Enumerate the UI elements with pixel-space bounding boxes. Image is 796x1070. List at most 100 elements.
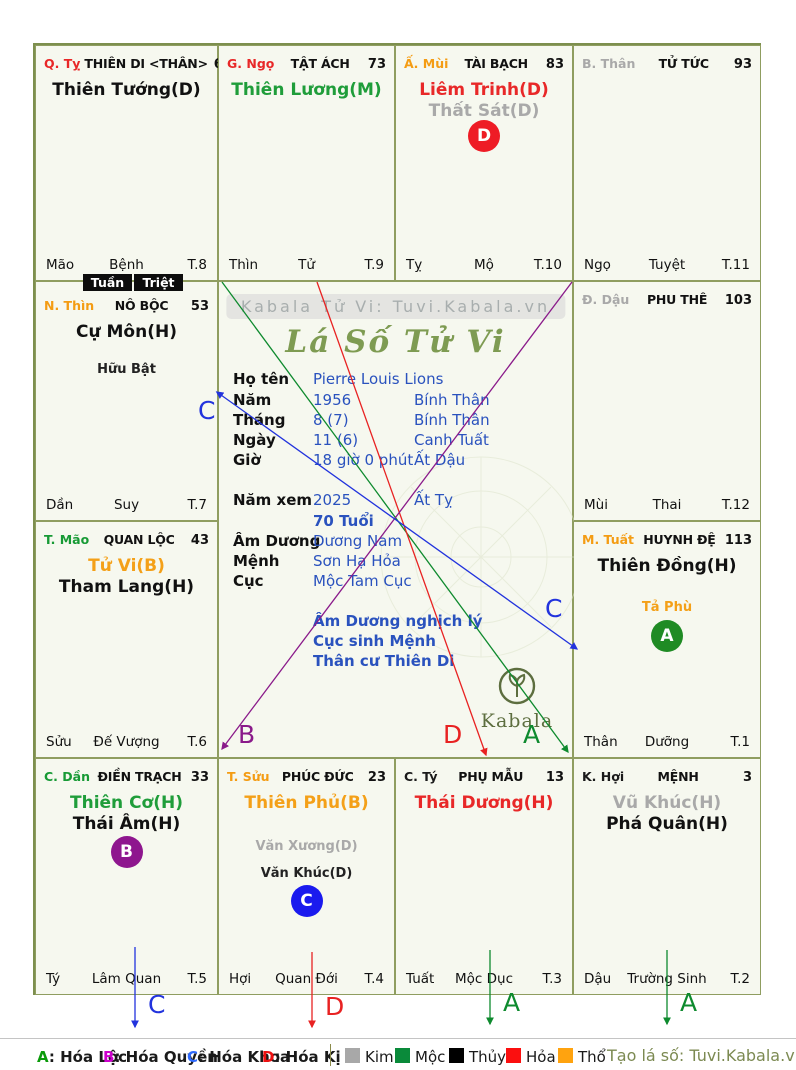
info-label: Năm xem [233, 491, 313, 509]
hoa-ki-badge: D [468, 120, 500, 152]
thuy-swatch [449, 1048, 464, 1063]
major-star: Thất Sát(D) [428, 101, 540, 121]
tho-label: Thổ [578, 1048, 606, 1066]
badge-letter: B [120, 842, 133, 862]
info-label: Ngày [233, 431, 276, 449]
major-star: Thái Âm(H) [72, 814, 181, 834]
destiny-note: Cục sinh Mệnh [313, 632, 436, 650]
major-star: Thiên Cơ(H) [70, 793, 183, 813]
info-value: Pierre Louis Lions [313, 370, 444, 388]
foot-branch: Mùi [584, 497, 608, 513]
info-label: Mệnh [233, 552, 280, 570]
palace-cell-dien-trach: C. Dần ĐIỀN TRẠCH 33 Thiên Cơ(H) Thái Âm… [35, 758, 218, 995]
major-star: Liêm Trinh(D) [419, 80, 549, 100]
palace-name: TÀI BẠCH [464, 56, 528, 71]
tho-swatch [558, 1048, 573, 1063]
site-credit: Tạo lá số: Tuvi.Kabala.vn [607, 1046, 796, 1065]
foot-branch: Thìn [229, 257, 259, 273]
cell-stem: G. Ngọ [227, 56, 275, 71]
info-label: Năm [233, 391, 272, 409]
palace-cell-phu-the: Đ. Dậu PHU THÊ 103 Mùi Thai T.12 [573, 281, 761, 521]
palace-cell-menh: K. Hợi MỆNH 3 Vũ Khúc(H) Phá Quân(H) Dậu… [573, 758, 761, 995]
foot-t: T.1 [730, 734, 750, 750]
palace-name: HUYNH ĐỆ [643, 532, 716, 547]
footer-divider [0, 1038, 796, 1039]
palace-cell-phuc-duc: T. Sửu PHÚC ĐỨC 23 Thiên Phủ(B) Văn Xươn… [218, 758, 395, 995]
major-star: Tử Vi(B) [88, 556, 165, 576]
legend-divider [330, 1044, 331, 1066]
palace-number: 43 [190, 533, 209, 548]
palace-number: 103 [724, 293, 752, 308]
palace-number: 113 [724, 533, 752, 548]
chart-title: Lá Số Tử Vi [285, 324, 506, 360]
foot-t: T.2 [730, 971, 750, 987]
hoa-khoa-letter: C [148, 990, 166, 1019]
foot-stage: Tuyệt [648, 257, 686, 273]
major-star: Thiên Đồng(H) [597, 556, 737, 576]
cell-footer: Sửu Đế Vượng T.6 [46, 734, 207, 750]
palace-name: PHÚC ĐỨC [281, 769, 354, 784]
info-label: Giờ [233, 451, 261, 469]
foot-stage: Quan Đới [275, 971, 338, 987]
hoa-quyen-badge: B [110, 836, 143, 868]
foot-stage: Suy [113, 497, 140, 513]
foot-t: T.10 [533, 257, 562, 273]
kabala-logo-text: Kabala [480, 710, 554, 732]
hoa-loc-letter: A [523, 720, 541, 749]
foot-stage: Thai [652, 497, 682, 513]
palace-name: TỬ TỨC [658, 56, 709, 71]
info-value: 8 (7) [313, 411, 349, 429]
hoa-loc-letter: A [503, 988, 521, 1017]
foot-t: T.6 [187, 734, 207, 750]
cell-footer: Hợi Quan Đới T.4 [229, 971, 384, 987]
badge-letter: D [476, 126, 492, 146]
destiny-note: Âm Dương nghịch lý [313, 612, 483, 630]
palace-number: 83 [545, 57, 564, 72]
palace-cell-thien-di: Q. Tỵ THIÊN DI <THÂN> 63 Thiên Tướng(D) … [35, 45, 232, 281]
legend-label: : Hóa Lộc [48, 1048, 128, 1066]
cell-footer: Dần Suy T.7 [46, 497, 207, 513]
palace-name: ĐIỀN TRẠCH [97, 769, 182, 784]
kabala-watermark-text: Kabala Tử Vi: Tuvi.Kabala.vn [225, 294, 566, 319]
minor-star: Hữu Bật [97, 362, 156, 377]
cell-stem: B. Thân [582, 56, 636, 71]
palace-number: 33 [190, 770, 209, 785]
foot-t: T.7 [187, 497, 207, 513]
info-label: Cục [233, 572, 264, 590]
cell-footer: Ngọ Tuyệt T.11 [584, 257, 750, 273]
hoa-loc-letter: A [680, 988, 698, 1017]
cell-stem: C. Dần [44, 769, 90, 784]
cell-header: G. Ngọ TẬT ÁCH 73 [219, 46, 394, 72]
palace-name: PHU THÊ [646, 292, 708, 307]
major-star: Thiên Tướng(D) [52, 80, 201, 100]
hoa-khoa-letter: C [198, 396, 216, 425]
legend-hoa-khoa: C: Hóa Khoa [187, 1048, 290, 1066]
legend-hoa-quyen: B: Hóa Quyền [103, 1048, 218, 1066]
foot-t: T.3 [542, 971, 562, 987]
destiny-note: Thân cư Thiên Di [313, 652, 455, 670]
minor-star: Văn Xương(D) [255, 839, 358, 854]
info-label: Tháng [233, 411, 286, 429]
foot-branch: Tỵ [406, 257, 423, 273]
foot-branch: Dần [46, 497, 74, 513]
foot-t: T.11 [721, 257, 750, 273]
cell-footer: Tý Lâm Quan T.5 [46, 971, 207, 987]
foot-branch: Tuất [406, 971, 435, 987]
major-star: Thiên Lương(M) [231, 80, 382, 100]
cell-stem: N. Thìn [44, 298, 95, 313]
legend-key: D [262, 1048, 275, 1066]
cell-header: N. Thìn NÔ BỘC 53 [36, 282, 217, 314]
hoa-swatch [506, 1048, 521, 1063]
cell-footer: Tuất Mộc Dục T.3 [406, 971, 562, 987]
foot-branch: Dậu [584, 971, 612, 987]
cell-header: Ấ. Mùi TÀI BẠCH 83 [396, 46, 572, 72]
palace-cell-tu-tuc: B. Thân TỬ TỨC 93 Ngọ Tuyệt T.11 [573, 45, 761, 281]
palace-cell-huynh-de: M. Tuất HUYNH ĐỆ 113 Thiên Đồng(H) Tả Ph… [573, 521, 761, 758]
info-value2: Canh Tuất [414, 431, 489, 449]
cell-stem: T. Mão [44, 532, 90, 547]
cell-header: C. Dần ĐIỀN TRẠCH 33 [36, 759, 217, 785]
legend-hoa-loc: A: Hóa Lộc [37, 1048, 127, 1066]
cell-header: T. Sửu PHÚC ĐỨC 23 [219, 759, 394, 785]
legend-key: B [103, 1048, 115, 1066]
